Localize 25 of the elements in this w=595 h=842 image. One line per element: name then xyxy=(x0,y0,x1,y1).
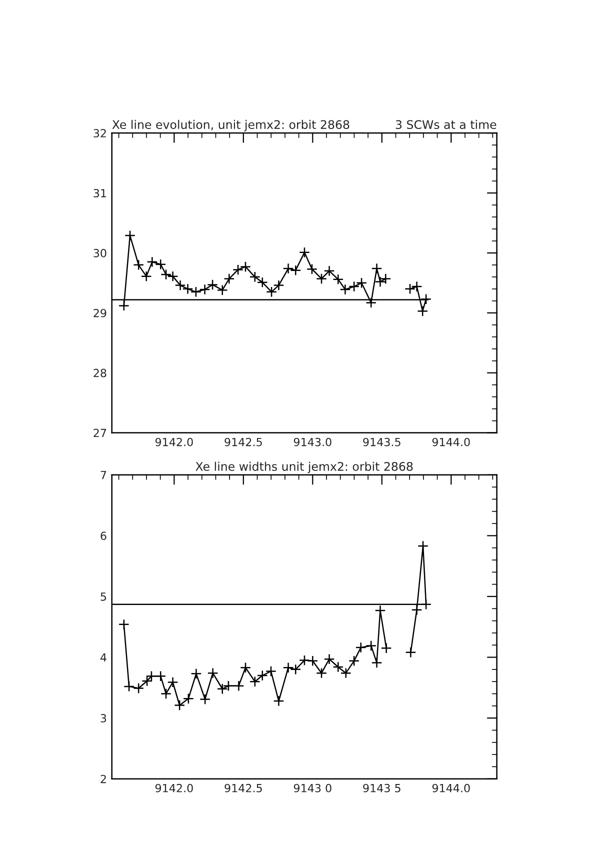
y-tick-label: 3 xyxy=(100,714,106,722)
x-tick-label: 9144.0 xyxy=(432,438,470,446)
x-tick-label: 9143.5 xyxy=(363,438,400,446)
y-tick-label: 32 xyxy=(94,129,106,138)
y-tick-label: 27 xyxy=(94,428,106,438)
y-tick-label: 2 xyxy=(100,774,106,784)
x-tick-label: 9142.5 xyxy=(224,438,262,446)
y-tick-label: 28 xyxy=(94,368,106,378)
x-tick-label: 9143.0 xyxy=(294,438,332,446)
x-tick-label: 9142.0 xyxy=(155,784,193,792)
y-tick-label: 6 xyxy=(100,532,106,540)
chart-subtitle: 3 SCWs at a time xyxy=(396,120,496,130)
y-tick-label: 7 xyxy=(100,471,106,480)
x-tick-label: 9142.0 xyxy=(155,438,193,446)
y-tick-label: 4 xyxy=(100,653,106,662)
chart-title: Xe line evolution, unit jemx2: orbit 2868 xyxy=(112,120,350,132)
y-tick-label: 29 xyxy=(94,308,106,318)
x-tick-label: 9142.5 xyxy=(224,784,262,792)
x-tick-label: 9143 0 xyxy=(294,784,332,792)
y-tick-label: 31 xyxy=(94,188,106,198)
x-tick-label: 9143 5 xyxy=(363,784,400,792)
y-tick-label: 30 xyxy=(94,248,106,258)
x-tick-label: 9144.0 xyxy=(432,784,470,792)
y-tick-label: 5 xyxy=(100,592,106,601)
chart-title: Xe line widths unit jemx2: orbit 2868 xyxy=(196,462,413,474)
